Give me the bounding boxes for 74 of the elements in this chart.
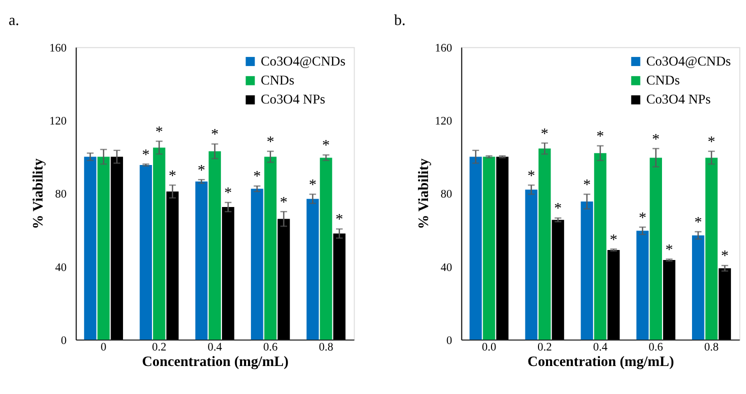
x-tick-label: 0.2 (537, 342, 552, 354)
bar (538, 148, 551, 340)
x-tick-label: 0.4 (208, 342, 222, 354)
data-label: * (540, 125, 548, 142)
data-label: * (210, 126, 219, 144)
data-label: * (308, 176, 317, 194)
chart-title: b. (394, 12, 406, 30)
legend-label: Co3O4@CNDs (260, 53, 346, 68)
data-label: * (708, 134, 716, 150)
legend-label: Co3O4@CNDs (646, 53, 731, 68)
bar (140, 165, 152, 340)
bar (97, 156, 110, 340)
y-tick-label: 40 (55, 262, 67, 274)
data-label: * (720, 248, 729, 265)
legend-label: Co3O4 NPs (260, 92, 326, 107)
x-tick-label: 0.6 (648, 342, 664, 354)
x-axis-title: Concentration (mg/mL) (142, 354, 289, 370)
data-label: * (583, 176, 591, 194)
bar (482, 156, 496, 340)
legend-label: CNDs (646, 72, 680, 88)
data-label: * (155, 123, 164, 140)
data-label: * (527, 167, 536, 184)
bar (153, 148, 166, 340)
bar (208, 151, 221, 340)
data-label: * (168, 167, 176, 184)
x-axis-title: Concentration (mg/mL) (527, 354, 674, 370)
bar (636, 230, 649, 340)
x-tick-label: 0.8 (318, 342, 334, 354)
bar (195, 181, 208, 340)
bar (705, 158, 718, 340)
data-label: * (336, 211, 344, 228)
data-label: * (610, 231, 618, 248)
data-label: * (253, 168, 261, 186)
data-label: * (596, 128, 604, 146)
y-tick-label: 160 (49, 42, 67, 54)
bar (306, 198, 319, 340)
x-tick-label: 0 (100, 342, 107, 354)
data-label: * (266, 134, 274, 150)
y-axis-title: % Viability (30, 158, 47, 230)
data-label: * (280, 194, 288, 211)
data-label: * (652, 130, 660, 148)
bar (650, 158, 662, 340)
bar (692, 235, 704, 340)
data-label: * (665, 241, 674, 258)
x-tick-label: 0.8 (704, 342, 719, 354)
data-label: * (198, 162, 206, 179)
x-tick-label: 0.6 (263, 342, 278, 354)
data-label: * (322, 137, 330, 154)
bar (594, 153, 606, 340)
y-tick-label: 160 (434, 42, 452, 54)
y-tick-label: 40 (440, 262, 452, 274)
y-tick-label: 120 (49, 116, 67, 128)
bar (470, 156, 482, 340)
y-axis-title: % Viability (416, 158, 432, 230)
legend-label: CNDs (260, 72, 294, 88)
y-tick-label: 80 (440, 188, 452, 201)
bar (264, 156, 277, 340)
x-tick-label: 0.4 (593, 342, 608, 354)
data-label: * (554, 200, 562, 218)
bar (525, 190, 538, 340)
x-tick-label: 0.2 (152, 342, 167, 354)
y-tick-label: 120 (434, 116, 452, 128)
data-label: * (142, 146, 150, 164)
data-label: * (694, 214, 702, 231)
legend-label: Co3O4 NPs (646, 92, 711, 107)
bar (580, 202, 594, 340)
data-label: * (638, 209, 646, 226)
y-tick-label: 80 (55, 188, 67, 201)
bar (320, 158, 332, 340)
chart-title: a. (8, 12, 20, 30)
bar (250, 188, 264, 340)
x-tick-label: 0.0 (482, 342, 496, 354)
data-label: * (224, 184, 232, 202)
bar (84, 156, 96, 340)
